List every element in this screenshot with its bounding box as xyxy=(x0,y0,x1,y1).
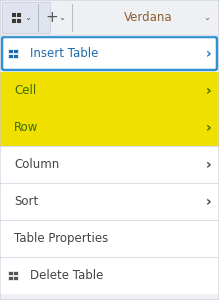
Text: Delete Table: Delete Table xyxy=(30,269,103,282)
Text: ⌄: ⌄ xyxy=(58,13,65,22)
Text: Verdana: Verdana xyxy=(124,11,172,24)
Bar xyxy=(8,54,12,58)
Text: Insert Table: Insert Table xyxy=(30,47,98,60)
Bar xyxy=(0,220,219,257)
Text: ›: › xyxy=(206,46,212,61)
Text: ⌄: ⌄ xyxy=(203,13,210,22)
Text: ›: › xyxy=(206,194,212,208)
Text: Table Properties: Table Properties xyxy=(14,232,108,245)
Bar xyxy=(0,72,219,146)
Bar xyxy=(8,276,12,280)
Bar xyxy=(11,18,16,23)
Bar xyxy=(11,12,16,17)
Bar xyxy=(8,49,12,53)
Bar xyxy=(0,183,219,220)
Bar xyxy=(13,49,18,53)
Text: Row: Row xyxy=(14,121,38,134)
Bar xyxy=(0,257,219,294)
Bar xyxy=(16,12,21,17)
Bar xyxy=(13,54,18,58)
Bar xyxy=(0,35,219,72)
Text: Cell: Cell xyxy=(14,84,36,97)
Text: Sort: Sort xyxy=(14,195,38,208)
Bar xyxy=(0,0,219,35)
Bar xyxy=(2,2,50,33)
Bar xyxy=(13,276,18,280)
Bar xyxy=(13,271,18,275)
Text: +: + xyxy=(46,10,58,25)
Bar xyxy=(0,146,219,183)
Text: ›: › xyxy=(206,83,212,98)
Text: ›: › xyxy=(206,121,212,134)
Text: ⌄: ⌄ xyxy=(25,13,32,22)
Text: ›: › xyxy=(206,158,212,172)
Text: Column: Column xyxy=(14,158,59,171)
FancyBboxPatch shape xyxy=(2,37,217,70)
Bar xyxy=(16,18,21,23)
Bar xyxy=(8,271,12,275)
